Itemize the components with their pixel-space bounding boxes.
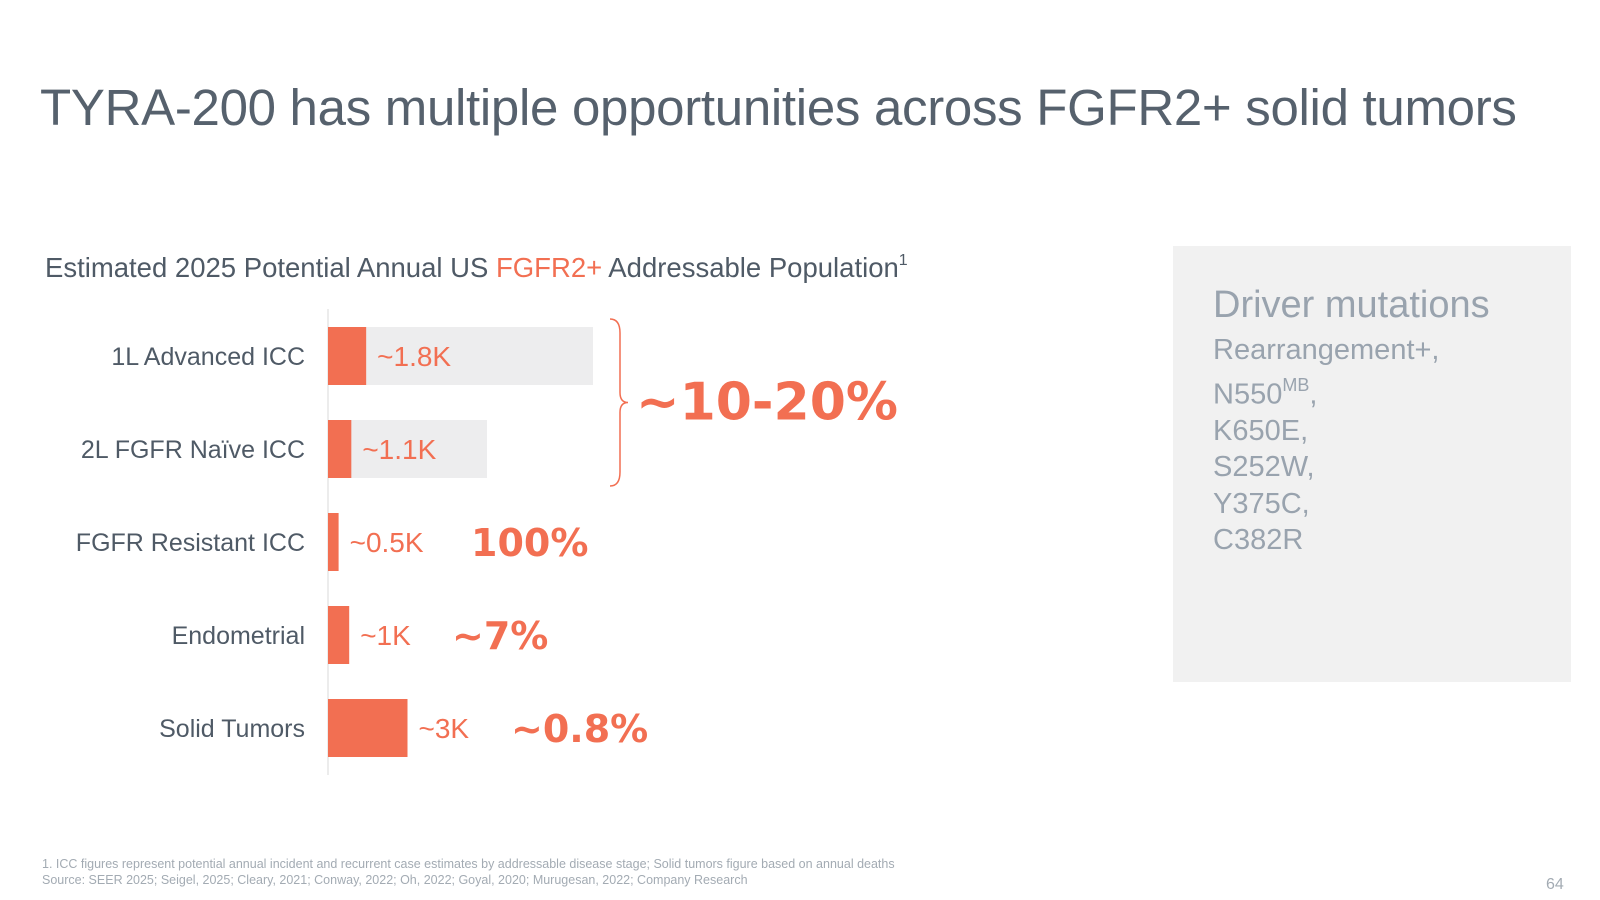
category-label: 2L FGFR Naïve ICC: [81, 436, 305, 464]
value-label: ~0.5K: [350, 527, 424, 558]
footnote-source: Source: SEER 2025; Seigel, 2025; Cleary,…: [42, 873, 748, 887]
mutation-item: C382R: [1213, 524, 1304, 557]
category-label: FGFR Resistant ICC: [76, 529, 305, 557]
percent-label: 100%: [471, 521, 588, 565]
subtitle-text-pre: Estimated 2025 Potential Annual US: [45, 252, 496, 283]
value-label: ~1.8K: [377, 341, 451, 372]
subtitle-highlight: FGFR2+: [495, 252, 603, 283]
bar-chart: 1L Advanced ICC ~1.8K 2L FGFR Naïve ICC ~1.…: [76, 309, 898, 775]
fgfr2-bar: [328, 606, 350, 664]
footnote-1: 1. ICC figures represent potential annua…: [42, 857, 895, 871]
total-population-bar: [328, 327, 593, 385]
fgfr2-bar: [328, 327, 367, 385]
page-number: 64: [1546, 876, 1564, 893]
fgfr2-bar: [328, 420, 352, 478]
category-label: 1L Advanced ICC: [111, 343, 305, 371]
footnotes: 1. ICC figures represent potential annua…: [42, 856, 895, 888]
category-label: Solid Tumors: [159, 715, 305, 743]
fgfr2-bar: [328, 699, 408, 757]
fgfr2-bar: [328, 513, 339, 571]
category-label: Endometrial: [172, 622, 305, 650]
slide-title: TYRA-200 has multiple opportunities acro…: [40, 79, 1517, 136]
percent-label: ~10-20%: [636, 373, 898, 433]
driver-mutations-box: Driver mutations Rearrangement+, N550MB,…: [1173, 246, 1571, 682]
subtitle-text-post: Addressable Population: [602, 252, 899, 283]
value-label: ~3K: [419, 713, 470, 744]
mutation-item: S252W,: [1213, 451, 1315, 484]
driver-mutations-list: Rearrangement+, N550MB, K650E, S252W, Y3…: [1213, 332, 1440, 559]
value-label: ~1.1K: [362, 434, 436, 465]
mutation-item: Rearrangement+,: [1213, 334, 1440, 366]
driver-mutations-title: Driver mutations: [1213, 284, 1490, 326]
total-population-bar: [328, 420, 487, 478]
group-bracket: [609, 318, 629, 487]
mutation-item: Y375C,: [1213, 487, 1310, 520]
percent-label: ~7%: [452, 614, 548, 658]
mutation-item: K650E,: [1213, 414, 1309, 447]
value-label: ~1K: [360, 620, 411, 651]
subtitle-footnote-marker: 1: [898, 251, 908, 269]
percent-label: ~0.8%: [511, 707, 648, 751]
chart-subtitle: Estimated 2025 Potential Annual US FGFR2…: [45, 252, 908, 284]
mutation-item: N550MB,: [1213, 374, 1318, 411]
